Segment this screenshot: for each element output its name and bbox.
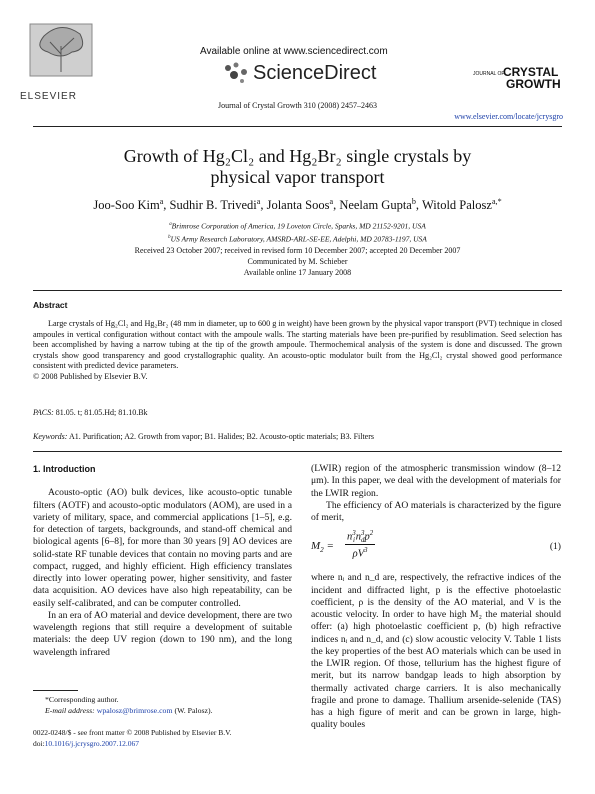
authors: Joo-Soo Kima, Sudhir B. Trivedia, Jolant… [0,197,595,213]
journal-url[interactable]: www.elsevier.com/locate/jcrysgro [454,112,563,121]
equation-equals: = [326,540,334,553]
paragraph: where nᵢ and n_d are, respectively, the … [311,572,561,731]
available: Available online 17 January 2008 [243,268,352,277]
affiliation-mark: b [168,234,171,240]
equation-term: p [364,531,370,543]
doi-label: doi: [33,738,45,748]
equation-term: n [355,531,361,543]
author-name: Joo-Soo Kim [93,198,160,213]
email[interactable]: wpalosz@brimrose.com [96,706,173,715]
author-name: Sudhir B. Trivedi [169,198,257,213]
affiliations: aBrimrose Corporation of America, 19 Lov… [0,219,595,244]
doi[interactable]: 10.1016/j.jcrysgro.2007.12.067 [44,738,140,748]
equation-superscript: 3 [364,547,368,555]
author-separator: , [333,198,337,213]
received: Received 23 October 2007; received in re… [134,246,461,255]
affiliation-text: US Army Research Laboratory, AMSRD-ARL-S… [170,234,427,243]
numerator: n 3 i n 3 d p2 [345,528,376,546]
abstract-copyright: © 2008 Published by Elsevier B.V. [33,371,148,381]
front-matter: 0022-0248/$ - see front matter © 2008 Pu… [33,728,231,749]
equation-term: n [347,531,353,543]
journal-logo: JOURNAL OF CRYSTAL GROWTH [473,65,561,91]
elsevier-logo-art [29,23,93,77]
equation-subscript: 2 [320,546,324,555]
equation-term: V [357,548,365,560]
equation-subscript: i [353,536,355,545]
author-separator: , [415,198,420,213]
author-affiliation: a,* [491,197,502,206]
abstract-heading: Abstract [33,300,68,310]
keywords-text: A1. Purification; A2. Growth from vapor;… [68,432,375,441]
sciencedirect-ornament [225,62,247,83]
affiliation: aBrimrose Corporation of America, 19 Lov… [0,219,595,232]
equation-superscript: 3 [352,529,356,538]
paragraph: (LWIR) region of the atmospheric transmi… [311,463,561,499]
paragraph: Acousto-optic (AO) bulk devices, like ac… [33,487,292,609]
author-affiliation: a [256,197,261,206]
equation-symbol: M [311,540,321,553]
history: Received 23 October 2007; received in re… [0,245,595,278]
author-separator: , [163,198,167,213]
journal-logo-small: JOURNAL OF [473,71,505,77]
sciencedirect-brand: ScienceDirect [253,62,377,84]
author-name: Witold Palosz [421,198,492,213]
denominator: ρV3 [345,545,375,561]
author-affiliation: a [329,197,334,206]
fraction: n 3 i n 3 d p2 ρV3 [345,528,376,561]
publisher: ELSEVIER [20,91,77,102]
paragraph: The efficiency of AO materials is charac… [311,499,561,523]
author-name: Jolanta Soos [266,198,330,213]
author-separator: , [260,198,264,213]
author-affiliation: a [159,197,164,206]
right-column: (LWIR) region of the atmospheric transmi… [311,463,561,732]
rule [33,451,562,452]
footnote-rule [33,690,78,691]
equation-term: ρ [352,548,358,560]
available-online: Available online at www.sciencedirect.co… [200,46,388,57]
rule [33,290,562,291]
abstract-text: Large crystals of Hg₂Cl₂ and Hg₂Br₂ (48 … [33,319,562,371]
equation-superscript: 2 [369,530,374,538]
equation: M2 = n 3 i n 3 d p2 ρV3 (1) [311,528,561,568]
author-affiliation: b [411,197,416,206]
communicated: Communicated by M. Schieber [247,257,348,266]
abstract: Large crystals of Hg₂Cl₂ and Hg₂Br₂ (48 … [33,319,562,383]
affiliation-mark: a [169,222,172,227]
issn: 0022-0248/$ - see front matter © 2008 Pu… [33,728,232,737]
left-column: 1. Introduction Acousto-optic (AO) bulk … [33,463,292,659]
section-heading: 1. Introduction [33,464,96,474]
corresponding: *Corresponding author. [45,695,119,704]
journal-reference: Journal of Crystal Growth 310 (2008) 245… [217,101,378,110]
equation-subscript: d [361,536,365,545]
affiliation: bUS Army Research Laboratory, AMSRD-ARL-… [0,232,595,245]
pacs-label: PACS: [33,408,54,417]
header-rule [33,126,562,127]
equation-lhs: M2 = [311,540,334,556]
affiliation-text: Brimrose Corporation of America, 19 Love… [171,221,426,231]
equation-superscript: 3 [361,529,365,538]
author-name: Neelam Gupta [339,198,412,213]
journal-logo-line: CRYSTAL [503,65,559,79]
email-owner: (W. Palosz). [174,706,213,715]
paragraph: In an era of AO material and device deve… [33,609,292,658]
keywords-label: Keywords: [33,432,68,441]
footnote: *Corresponding author. E-mail address: w… [45,694,213,716]
journal-logo-line: GROWTH [506,77,561,91]
pacs: PACS: 81.05. t; 81.05.Hd; 81.10.Bk [33,408,148,417]
keywords: Keywords: A1. Purification; A2. Growth f… [33,432,374,441]
email-label: E-mail address: [45,706,95,715]
title: Growth of Hg₂Cl₂ and Hg₂Br₂ single cryst… [123,146,472,187]
pacs-text: 81.05. t; 81.05.Hd; 81.10.Bk [55,408,148,417]
equation-number: (1) [549,541,561,553]
